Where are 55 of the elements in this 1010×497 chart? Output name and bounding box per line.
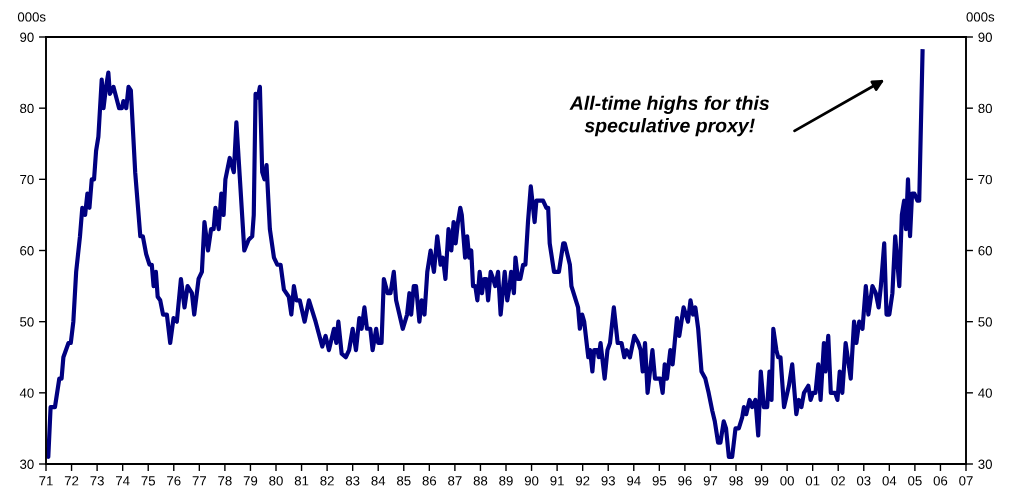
y2-tick-label: 30	[978, 459, 992, 469]
x-tick-label: 85	[397, 476, 411, 486]
x-tick-label: 97	[703, 476, 718, 486]
x-tick-label: 93	[601, 476, 615, 486]
y2-axis-title: 000s	[966, 12, 995, 22]
y-tick-label: 30	[20, 459, 34, 469]
x-tick-label: 94	[627, 476, 641, 486]
x-tick-label: 84	[371, 476, 386, 486]
y-tick-label: 60	[20, 246, 34, 256]
y2-tick-label: 40	[978, 388, 992, 398]
y-tick-label: 80	[20, 103, 34, 114]
y-tick-label: 40	[19, 388, 34, 398]
y2-tick-label: 60	[978, 246, 992, 256]
x-tick-label: 02	[831, 476, 845, 486]
x-tick-label: 04	[882, 476, 897, 486]
y2-tick-label: 50	[978, 317, 992, 327]
x-tick-label: 71	[39, 476, 53, 486]
x-tick-label: 99	[754, 476, 769, 486]
x-tick-label: 00	[780, 476, 794, 486]
x-tick-label: 07	[959, 476, 973, 486]
x-tick-label: 83	[345, 476, 360, 486]
y2-tick-label: 70	[978, 174, 992, 185]
x-tick-label: 05	[908, 476, 922, 486]
line-series	[46, 49, 925, 459]
x-tick-label: 06	[933, 476, 948, 486]
x-tick-label: 03	[856, 476, 871, 486]
y-axis-title: 000s	[17, 12, 46, 22]
x-tick-label: 75	[141, 476, 156, 486]
x-tick-label: 98	[729, 476, 743, 486]
y-tick-label: 70	[20, 174, 34, 185]
x-tick-label: 87	[448, 476, 462, 486]
x-tick-label: 96	[678, 476, 692, 486]
x-tick-label: 88	[473, 476, 488, 486]
x-tick-label: 91	[550, 476, 564, 486]
x-tick-label: 82	[320, 476, 334, 486]
x-tick-label: 89	[499, 476, 513, 486]
x-tick-label: 90	[524, 476, 539, 486]
x-tick-label: 86	[422, 476, 437, 486]
x-tick-label: 73	[90, 476, 104, 486]
y2-tick-label: 80	[978, 103, 992, 114]
x-tick-label: 95	[652, 476, 667, 486]
y2-tick-label: 90	[978, 32, 992, 42]
x-tick-label: 76	[167, 476, 181, 486]
x-tick-label: 81	[294, 476, 309, 486]
x-tick-label: 01	[805, 476, 820, 486]
annotation: All-time highs for this speculative proxy!	[569, 95, 770, 137]
y-tick-label: 90	[20, 32, 34, 42]
x-tick-label: 74	[116, 476, 130, 486]
x-tick-label: 78	[218, 476, 232, 486]
y-tick-label: 50	[20, 317, 34, 327]
x-tick-label: 72	[64, 476, 79, 486]
x-tick-label: 79	[243, 476, 258, 486]
x-tick-label: 77	[192, 476, 207, 486]
x-tick-label: 92	[575, 476, 590, 486]
x-tick-label: 80	[269, 476, 283, 486]
